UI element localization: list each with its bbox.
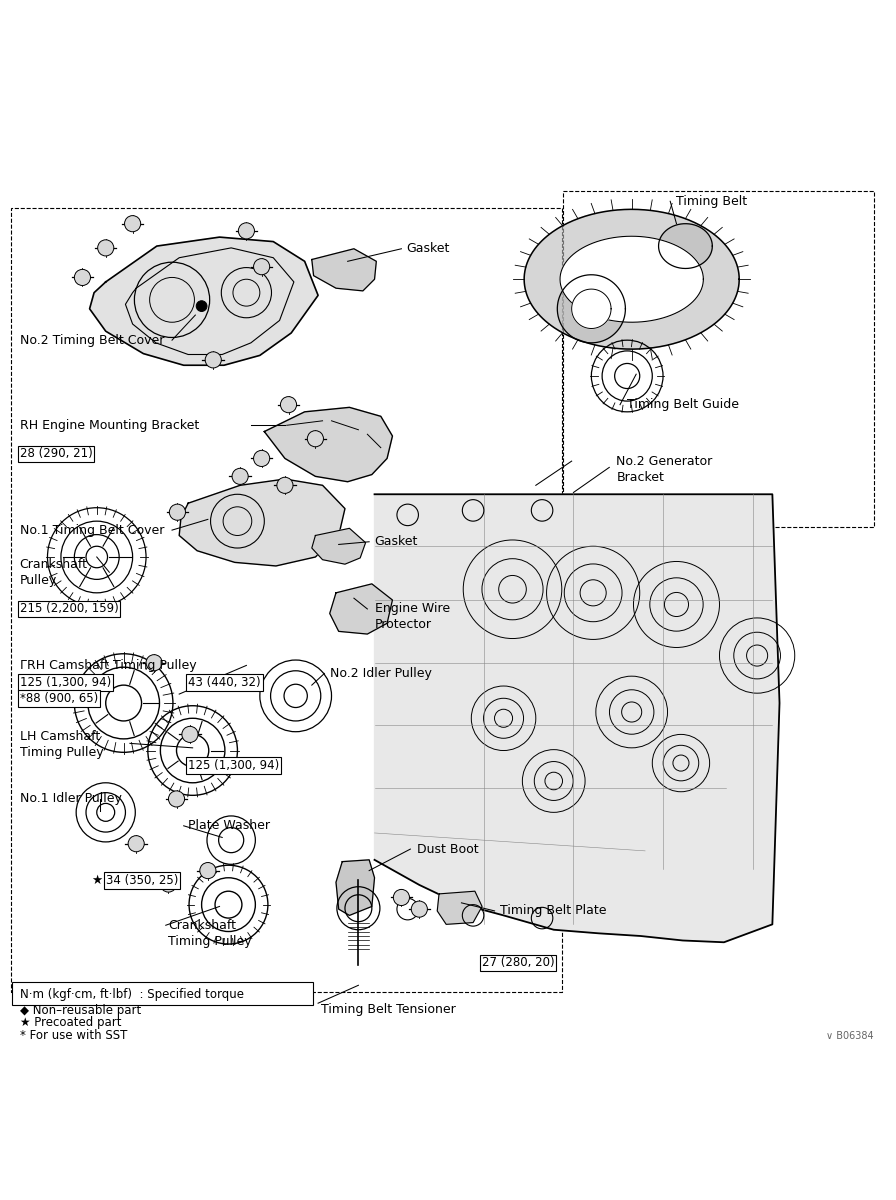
Circle shape xyxy=(232,468,248,485)
Text: Engine Wire: Engine Wire xyxy=(375,602,450,616)
Text: Timing Belt: Timing Belt xyxy=(676,194,747,208)
Text: ΓRH Camshaft Timing Pulley: ΓRH Camshaft Timing Pulley xyxy=(20,659,196,672)
Circle shape xyxy=(98,240,114,256)
Circle shape xyxy=(182,726,198,743)
Text: Timing Pulley: Timing Pulley xyxy=(20,746,103,758)
Text: Timing Belt Guide: Timing Belt Guide xyxy=(627,398,739,412)
Text: 43 (440, 32): 43 (440, 32) xyxy=(188,676,261,689)
Text: Pulley: Pulley xyxy=(20,574,57,587)
Circle shape xyxy=(74,269,90,286)
Circle shape xyxy=(205,352,221,368)
Polygon shape xyxy=(90,238,318,365)
Text: Gasket: Gasket xyxy=(406,242,449,256)
Circle shape xyxy=(169,504,185,521)
Text: RH Engine Mounting Bracket: RH Engine Mounting Bracket xyxy=(20,419,199,432)
Polygon shape xyxy=(375,494,780,942)
FancyBboxPatch shape xyxy=(12,982,313,1004)
Circle shape xyxy=(254,259,270,275)
Text: No.1 Timing Belt Cover: No.1 Timing Belt Cover xyxy=(20,523,164,536)
Text: ★: ★ xyxy=(91,874,103,887)
Text: Protector: Protector xyxy=(375,618,432,631)
Polygon shape xyxy=(437,892,482,924)
Circle shape xyxy=(277,478,293,493)
Polygon shape xyxy=(560,236,703,323)
Text: * For use with SST: * For use with SST xyxy=(20,1028,127,1042)
Circle shape xyxy=(146,655,162,671)
Text: No.2 Timing Belt Cover: No.2 Timing Belt Cover xyxy=(20,334,164,347)
Text: Plate Washer: Plate Washer xyxy=(188,820,271,833)
Circle shape xyxy=(125,216,141,232)
Text: Gasket: Gasket xyxy=(375,535,418,548)
Circle shape xyxy=(200,863,216,878)
Text: *88 (900, 65): *88 (900, 65) xyxy=(20,692,98,706)
Text: ★ Precoated part: ★ Precoated part xyxy=(20,1016,121,1030)
Text: Dust Boot: Dust Boot xyxy=(417,842,478,856)
Text: Crankshaft: Crankshaft xyxy=(168,919,237,931)
Text: 215 (2,200, 159): 215 (2,200, 159) xyxy=(20,602,118,616)
Text: ◆ Non–reusable part: ◆ Non–reusable part xyxy=(20,1004,141,1016)
Text: Bracket: Bracket xyxy=(616,470,664,484)
Text: No.1 Idler Pulley: No.1 Idler Pulley xyxy=(20,792,122,805)
Polygon shape xyxy=(557,275,625,343)
Polygon shape xyxy=(330,584,392,634)
Polygon shape xyxy=(572,289,611,329)
Text: Timing Belt Plate: Timing Belt Plate xyxy=(500,905,607,918)
Polygon shape xyxy=(312,248,376,290)
Circle shape xyxy=(238,223,254,239)
Text: Crankshaft: Crankshaft xyxy=(20,558,88,571)
Text: ∨ B06384: ∨ B06384 xyxy=(826,1031,874,1040)
Polygon shape xyxy=(264,407,392,481)
Circle shape xyxy=(280,397,297,413)
Bar xyxy=(563,191,874,527)
Text: 125 (1,300, 94): 125 (1,300, 94) xyxy=(20,676,111,689)
Text: No.2 Generator: No.2 Generator xyxy=(616,455,712,468)
Text: 34 (350, 25): 34 (350, 25) xyxy=(106,874,178,887)
Polygon shape xyxy=(312,528,366,564)
Circle shape xyxy=(307,431,323,446)
Polygon shape xyxy=(336,860,375,916)
Text: Timing Belt Tensioner: Timing Belt Tensioner xyxy=(321,1003,455,1016)
Polygon shape xyxy=(524,209,739,349)
Circle shape xyxy=(411,901,427,917)
Polygon shape xyxy=(179,479,345,566)
Bar xyxy=(11,209,562,992)
Circle shape xyxy=(393,889,409,906)
Text: No.2 Idler Pulley: No.2 Idler Pulley xyxy=(330,667,432,680)
Text: LH Camshaft: LH Camshaft xyxy=(20,730,100,743)
Text: Timing Pulley: Timing Pulley xyxy=(168,935,252,948)
Text: 27 (280, 20): 27 (280, 20) xyxy=(482,956,555,970)
Text: 28 (290, 21): 28 (290, 21) xyxy=(20,448,92,461)
Text: N·m (kgf·cm, ft·lbf)  : Specified torque: N·m (kgf·cm, ft·lbf) : Specified torque xyxy=(20,988,244,1001)
Circle shape xyxy=(168,791,185,806)
Circle shape xyxy=(128,835,144,852)
Circle shape xyxy=(196,301,207,312)
Circle shape xyxy=(160,876,177,892)
Circle shape xyxy=(254,450,270,467)
Text: 125 (1,300, 94): 125 (1,300, 94) xyxy=(188,760,280,773)
Polygon shape xyxy=(659,223,712,269)
